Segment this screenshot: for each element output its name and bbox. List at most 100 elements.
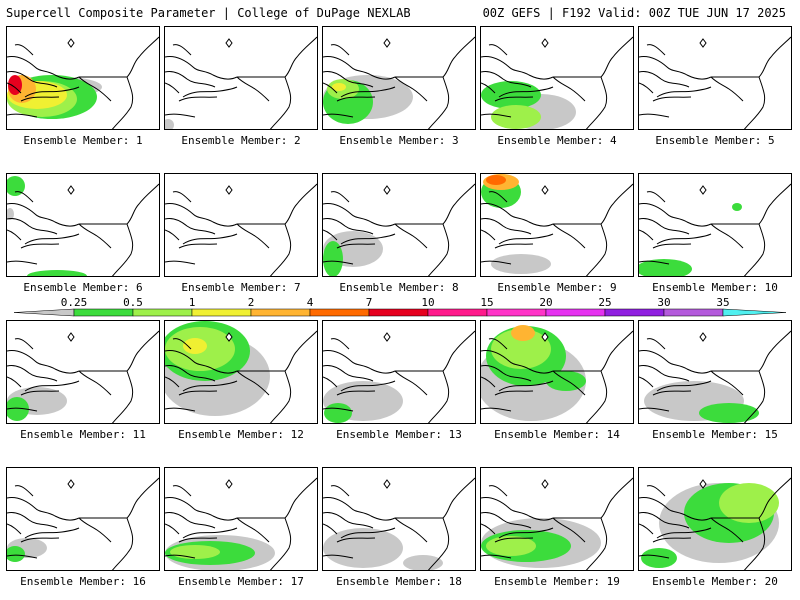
diamond-marker-icon	[699, 38, 707, 48]
panel-caption: Ensemble Member: 4	[497, 134, 617, 147]
panel-caption: Ensemble Member: 20	[652, 575, 778, 588]
panel-caption: Ensemble Member: 5	[655, 134, 775, 147]
geography-outline	[427, 223, 450, 276]
geography-outline	[7, 229, 22, 241]
scp-contour-fill	[7, 176, 25, 196]
geography-outline	[639, 523, 654, 535]
diamond-marker-icon	[699, 479, 707, 489]
geography-outline	[639, 407, 670, 412]
geography-outline	[78, 370, 112, 396]
ensemble-panel	[322, 467, 476, 571]
geography-outline	[14, 338, 34, 350]
geography-outline	[710, 223, 744, 249]
geography-outline	[111, 517, 134, 570]
panel-caption: Ensemble Member: 1	[23, 134, 143, 147]
geography-outline	[340, 527, 396, 539]
panel-map	[7, 176, 159, 276]
panel-caption: Ensemble Member: 16	[20, 575, 146, 588]
geography-outline	[743, 76, 766, 129]
geography-outline	[656, 233, 712, 245]
colorbar-tick-label: 30	[657, 296, 670, 309]
geography-outline	[78, 517, 112, 543]
geography-outline	[172, 338, 192, 350]
diamond-marker-icon	[541, 479, 549, 489]
geography-outline	[494, 96, 534, 102]
geography-outline	[711, 36, 791, 78]
geography-outline	[585, 517, 608, 570]
geography-outline	[711, 477, 791, 519]
colorbar-segment	[73, 308, 134, 317]
geography-outline	[552, 370, 586, 396]
geography-outline	[237, 477, 317, 519]
geography-outline	[395, 36, 475, 78]
geography-outline	[323, 365, 374, 382]
geography-outline	[269, 370, 292, 423]
diamond-marker-icon	[225, 332, 233, 342]
geography-outline	[481, 260, 512, 265]
panel-map	[639, 183, 791, 276]
panel-map	[481, 477, 633, 570]
geography-outline	[639, 260, 670, 265]
colorbar-segment	[13, 308, 75, 317]
geography-outline	[552, 223, 586, 249]
geography-outline	[488, 44, 508, 56]
geography-outline	[710, 76, 744, 102]
geography-outline	[639, 350, 712, 374]
scp-contour-fill	[719, 483, 779, 523]
colorbar-segment	[250, 308, 311, 317]
geography-outline	[236, 370, 270, 396]
geography-outline	[330, 485, 350, 497]
geography-outline	[323, 497, 396, 521]
geography-outline	[111, 370, 134, 423]
geography-outline	[639, 203, 712, 227]
geography-outline	[7, 554, 38, 559]
geography-outline	[323, 82, 338, 94]
scp-contour-fill	[491, 105, 541, 129]
scp-contour-fill	[511, 325, 535, 341]
ensemble-panel	[6, 26, 160, 130]
panel-map	[481, 36, 633, 129]
ensemble-panel	[480, 320, 634, 424]
geography-outline	[20, 243, 60, 249]
geography-outline	[710, 517, 744, 543]
ensemble-panel	[322, 173, 476, 277]
panel-caption: Ensemble Member: 11	[20, 428, 146, 441]
scp-contour-fill	[486, 175, 506, 185]
ensemble-panel	[164, 467, 318, 571]
colorbar-segment	[486, 308, 547, 317]
geography-outline	[481, 350, 554, 374]
panel-map	[639, 477, 791, 570]
geography-outline	[656, 380, 712, 392]
panel-map	[165, 183, 317, 276]
geography-outline	[165, 71, 216, 88]
geography-outline	[481, 56, 554, 80]
scp-contour-fill	[183, 338, 207, 354]
diamond-marker-icon	[383, 479, 391, 489]
geography-outline	[79, 183, 159, 225]
geography-outline	[178, 537, 218, 543]
geography-outline	[165, 497, 238, 521]
geography-outline	[340, 380, 396, 392]
ensemble-panel	[638, 467, 792, 571]
geography-outline	[481, 365, 532, 382]
geography-outline	[488, 191, 508, 203]
geography-outline	[336, 537, 376, 543]
scp-contour-fill	[332, 83, 346, 91]
geography-outline	[481, 218, 532, 235]
scp-contour-fill	[486, 536, 536, 556]
geography-outline	[488, 485, 508, 497]
geography-outline	[20, 390, 60, 396]
panel-map	[639, 36, 791, 129]
geography-outline	[165, 350, 238, 374]
diamond-marker-icon	[541, 38, 549, 48]
geography-outline	[172, 191, 192, 203]
geography-outline	[7, 407, 38, 412]
diamond-marker-icon	[699, 185, 707, 195]
geography-outline	[323, 218, 374, 235]
colorbar-tick-label: 20	[539, 296, 552, 309]
geography-outline	[646, 338, 666, 350]
geography-outline	[182, 527, 238, 539]
geography-outline	[639, 365, 690, 382]
geography-outline	[336, 390, 376, 396]
panel-map	[481, 174, 633, 276]
